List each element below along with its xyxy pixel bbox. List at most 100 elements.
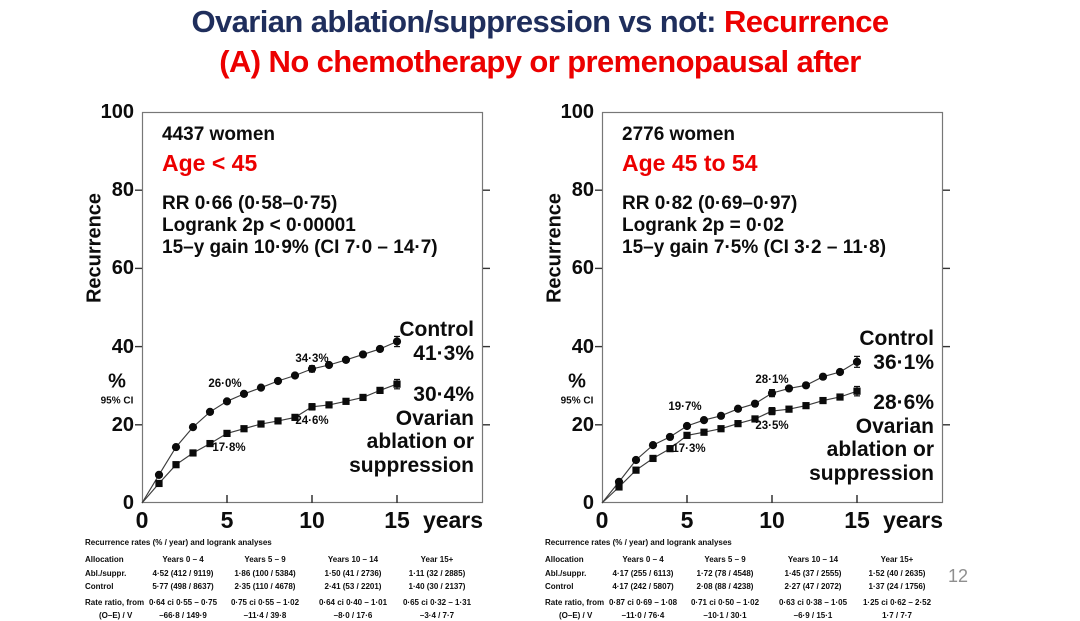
curve-annotation: 26·0%: [208, 378, 242, 391]
series-label-square: 30·4% Ovarian ablation or suppression: [349, 383, 474, 477]
table-header-allocation: Allocation: [545, 555, 584, 564]
age-group-label: Age 45 to 54: [622, 150, 758, 176]
series-label-line: suppression: [809, 461, 934, 485]
table-cell: 4·17 (255 / 6113): [612, 569, 674, 578]
data-point-square: [819, 396, 827, 405]
stats-line: RR 0·82 (0·69–0·97): [622, 193, 798, 214]
table-caption: Recurrence rates (% / year) and logrank …: [85, 538, 272, 547]
table-row: Rate ratio, from 0·87 ci 0·69 – 1·08 0·71 …: [545, 598, 955, 609]
table-row-label: Control: [545, 582, 574, 591]
series-label-line: ablation or: [826, 438, 934, 461]
table-cell: 1·45 (37 / 2555): [784, 569, 842, 578]
stats-block: RR 0·82 (0·69–0·97) Logrank 2p = 0·02 15–y…: [622, 193, 886, 259]
data-point-square: [393, 380, 401, 388]
y-tick-label: 40: [571, 335, 594, 358]
table-cell: 4·17 (242 / 5807): [612, 582, 674, 591]
table-row-label: (O–E) / V: [99, 611, 133, 620]
info-block-age-under-45: 4437 women Age < 45 RR 0·66 (0·58–0·75) Log…: [162, 123, 438, 259]
series-label-circle: Control 41·3%: [399, 318, 474, 365]
data-point-square: [223, 429, 231, 438]
rates-table-age-45-54: Recurrence rates (% / year) and logrank …: [545, 538, 955, 621]
table-cell: 0·64 ci 0·55 – 0·75: [148, 598, 218, 607]
x-tick-label: 15: [844, 507, 870, 533]
table-cell: 0·75 ci 0·55 – 1·02: [230, 598, 300, 607]
curve-annotation: 17·8%: [212, 442, 246, 455]
stats-line: Logrank 2p = 0·02: [622, 215, 785, 236]
table-header: Years 10 – 14: [787, 555, 839, 564]
data-point-square: [342, 397, 350, 405]
table-cell: 1·11 (32 / 2885): [408, 569, 466, 578]
y-tick-label: 20: [571, 413, 594, 436]
data-point-square: [359, 393, 367, 402]
data-point-square: [240, 425, 248, 433]
table-cell: 0·87 ci 0·69 – 1·08: [608, 598, 678, 607]
data-point-circle: [835, 367, 845, 377]
y-axis-unit: %: [108, 370, 126, 393]
curve-annotation: 34·3%: [295, 352, 329, 365]
series-label-circle: Control 36·1%: [859, 327, 934, 374]
series-label-line: Control: [399, 318, 474, 341]
table-row: Abl./suppr. 4·52 (412 / 9119) 1·86 (100 / …: [85, 569, 495, 580]
y-tick-label: 100: [560, 101, 594, 123]
y-axis-label: Recurrence: [83, 192, 106, 304]
data-point-circle: [716, 411, 726, 420]
x-tick-label: 5: [680, 507, 694, 533]
page-number: 12: [948, 566, 969, 586]
title-line-2: (A) No chemotherapy or premenopausal aft…: [219, 44, 861, 79]
table-row-label: (O–E) / V: [559, 611, 593, 620]
curve-annotation: 17·3%: [672, 443, 706, 456]
data-point-circle: [222, 397, 232, 406]
y-tick-label: 60: [571, 257, 594, 280]
y-tick-label: 60: [111, 257, 134, 280]
data-point-square: [717, 425, 725, 433]
table-cell: 1·25 ci 0·62 – 2·52: [862, 598, 932, 607]
table-cell: 2·35 (110 / 4678): [234, 582, 296, 591]
table-cell: –6·9 / 15·1: [793, 611, 833, 620]
data-point-circle: [801, 381, 811, 390]
table-row: (O–E) / V –66·8 / 149·9 –11·4 / 39·8 –8·0 /…: [85, 611, 495, 621]
data-point-square: [683, 431, 691, 439]
x-tick-label: 10: [299, 507, 325, 533]
x-axis-label: years: [882, 507, 944, 533]
table-row: Control 5·77 (498 / 8637) 2·35 (110 / 4678…: [85, 582, 495, 593]
y-tick-label: 80: [571, 179, 594, 202]
data-point-circle: [784, 384, 794, 393]
series-label-line: Ovarian: [855, 414, 934, 438]
title-line-1: Ovarian ablation/suppression vs not: Rec…: [0, 2, 1080, 42]
data-point-square: [615, 483, 623, 491]
table-cell: 1·86 (100 / 5384): [234, 569, 296, 578]
series-label-line: Ovarian: [395, 406, 474, 430]
data-point-circle: [392, 337, 402, 346]
stats-line: Logrank 2p < 0·00001: [162, 215, 356, 236]
data-point-circle: [699, 416, 709, 425]
data-point-square: [291, 413, 299, 421]
table-row: (O–E) / V –11·0 / 76·4 –10·1 / 30·1 –6·9 / …: [545, 611, 955, 621]
table-cell: 1·52 (40 / 2635): [868, 569, 926, 578]
title-line1-accent: Recurrence: [723, 4, 889, 39]
data-point-circle: [239, 389, 249, 399]
curve-annotation: 24·6%: [295, 414, 329, 427]
table-cell: 4·52 (412 / 9119): [152, 569, 214, 578]
data-point-square: [376, 386, 384, 394]
table-cell: 2·08 (88 / 4238): [696, 582, 754, 591]
table-cell: 2·41 (53 / 2201): [324, 582, 382, 591]
y-tick-label: 40: [111, 335, 134, 358]
x-tick-label: 0: [135, 507, 149, 533]
y-tick-label: 0: [582, 492, 594, 514]
series-label-line: Control: [859, 327, 934, 350]
series-label-line: 36·1%: [873, 350, 934, 374]
table-cell: 2·27 (47 / 2072): [784, 582, 842, 591]
data-point-circle: [341, 355, 351, 364]
data-point-square: [206, 439, 214, 448]
data-point-square: [189, 449, 197, 457]
data-point-circle: [290, 371, 300, 380]
x-tick-label: 0: [595, 507, 609, 533]
table-cell: 0·64 ci 0·40 – 1·01: [318, 598, 388, 607]
table-header-allocation: Allocation: [85, 555, 124, 564]
data-point-circle: [852, 357, 862, 366]
table-cell: –10·1 / 30·1: [703, 611, 747, 620]
table-header: Year 15+: [420, 555, 454, 564]
series-label-line: 41·3%: [413, 341, 474, 365]
population-count: 2776 women: [622, 124, 735, 145]
